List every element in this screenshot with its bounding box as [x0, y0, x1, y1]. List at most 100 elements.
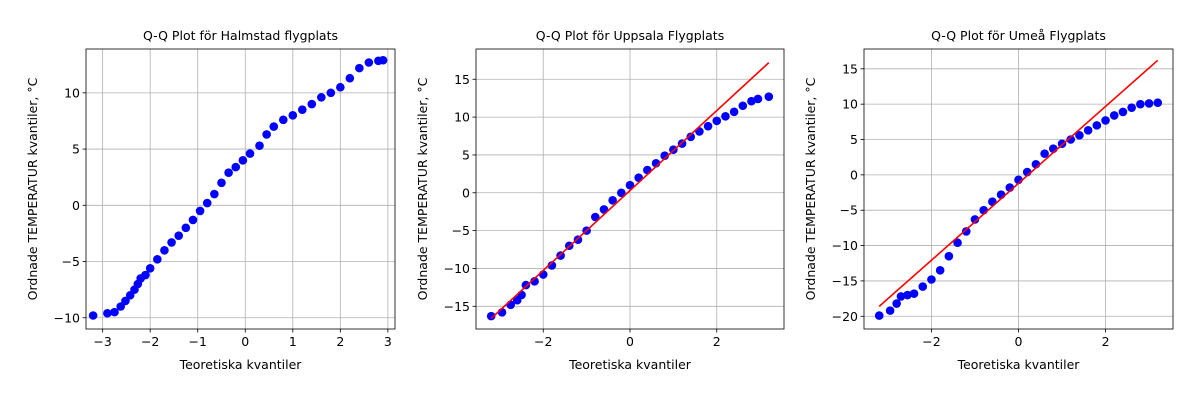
data-point	[336, 82, 345, 92]
data-point	[378, 55, 388, 65]
data-point	[1118, 107, 1128, 117]
x-tick-label: −2	[534, 334, 552, 349]
data-point	[738, 101, 748, 111]
data-point	[896, 292, 906, 301]
data-point	[712, 116, 722, 126]
data-point	[1040, 149, 1049, 158]
data-point	[288, 111, 298, 120]
data-point	[1083, 126, 1093, 135]
data-point	[935, 266, 945, 275]
data-point	[953, 238, 962, 248]
y-tick-label: 0	[850, 167, 858, 182]
reference-line	[490, 62, 770, 319]
data-point	[174, 231, 183, 240]
data-point	[181, 223, 191, 233]
y-tick-label: 0	[72, 198, 80, 213]
data-point	[307, 99, 317, 109]
data-point	[1075, 130, 1084, 140]
data-point	[121, 296, 130, 306]
y-tick-label: 15	[842, 61, 858, 76]
data-points	[88, 55, 388, 320]
plot-frame	[85, 48, 396, 330]
data-point	[590, 212, 600, 222]
data-point	[1144, 99, 1154, 108]
y-tick-label: 5	[850, 132, 858, 147]
data-point	[547, 261, 557, 270]
data-point	[188, 215, 198, 225]
data-point	[764, 92, 774, 101]
x-tick-label: 3	[384, 334, 392, 349]
data-point	[355, 63, 364, 73]
x-axis-label: Teoretiska kvantiler	[957, 357, 1081, 372]
data-point	[903, 290, 912, 300]
chart-title: Q-Q Plot för Halmstad flygplats	[143, 28, 338, 43]
data-point	[167, 238, 176, 247]
y-axis-label: Ordnade TEMPERATUR kvantiler, °C	[415, 77, 430, 300]
x-tick-label: 0	[241, 334, 249, 349]
data-point	[195, 206, 205, 216]
data-points	[874, 98, 1163, 320]
data-point	[874, 311, 884, 320]
data-point	[1127, 103, 1136, 112]
data-point	[202, 198, 212, 208]
data-point	[1153, 98, 1163, 108]
data-point	[145, 263, 155, 273]
data-point	[262, 130, 271, 139]
data-point	[326, 88, 336, 98]
data-point	[961, 227, 971, 236]
y-tick-label: −10	[54, 310, 80, 325]
data-point	[1066, 135, 1076, 144]
x-axis-label: Teoretiska kvantiler	[568, 357, 692, 372]
x-tick-label: 2	[1102, 334, 1110, 349]
data-point	[927, 275, 936, 284]
y-tick-label: −20	[832, 309, 858, 324]
y-tick-label: 0	[462, 185, 470, 200]
data-point	[970, 215, 980, 224]
data-point	[238, 156, 248, 165]
x-tick-label: −1	[188, 334, 206, 349]
data-point	[1092, 121, 1102, 130]
data-point	[245, 149, 255, 158]
data-point	[892, 299, 901, 308]
data-point	[517, 290, 526, 300]
data-point	[521, 280, 531, 290]
data-point	[269, 122, 279, 131]
y-axis-label: Ordnade TEMPERATUR kvantiler, °C	[25, 77, 40, 300]
y-tick-label: −10	[444, 261, 470, 276]
data-point	[617, 188, 626, 198]
x-tick-label: −2	[922, 334, 940, 349]
data-point	[660, 151, 670, 161]
data-point	[918, 282, 928, 291]
data-point	[944, 251, 954, 261]
chart-title: Q-Q Plot för Umeå Flygplats	[931, 28, 1106, 43]
x-tick-label: 0	[626, 334, 634, 349]
x-tick-label: −3	[93, 334, 111, 349]
y-tick-label: 10	[842, 97, 858, 112]
chart-panel-2: −2 0 2 −15 −10 −5 0 5 10 15 Q-Q Plot för Uppsala F…	[415, 28, 785, 372]
data-point	[1109, 111, 1119, 120]
data-point	[643, 165, 652, 175]
y-axis-label: Ordnade TEMPERATUR kvantiler, °C	[803, 77, 818, 300]
data-point	[224, 168, 233, 177]
y-tick-label: −10	[832, 238, 858, 253]
data-point	[885, 306, 895, 315]
y-tick-label: −15	[444, 299, 470, 314]
chart-title: Q-Q Plot för Uppsala Flygplats	[536, 28, 724, 43]
data-point	[141, 270, 150, 280]
y-tick-label: −15	[832, 273, 858, 288]
y-tick-label: −5	[840, 203, 858, 218]
data-point	[116, 302, 126, 311]
data-point	[160, 245, 169, 255]
data-point	[703, 121, 713, 131]
data-point	[608, 196, 617, 205]
x-tick-label: 0	[1015, 334, 1023, 349]
data-point	[486, 311, 496, 321]
y-tick-label: 5	[462, 147, 470, 162]
y-tick-label: 5	[72, 142, 80, 157]
y-tick-label: 10	[454, 110, 470, 125]
data-point	[364, 58, 374, 67]
data-point	[1101, 116, 1110, 125]
data-point	[153, 254, 162, 264]
